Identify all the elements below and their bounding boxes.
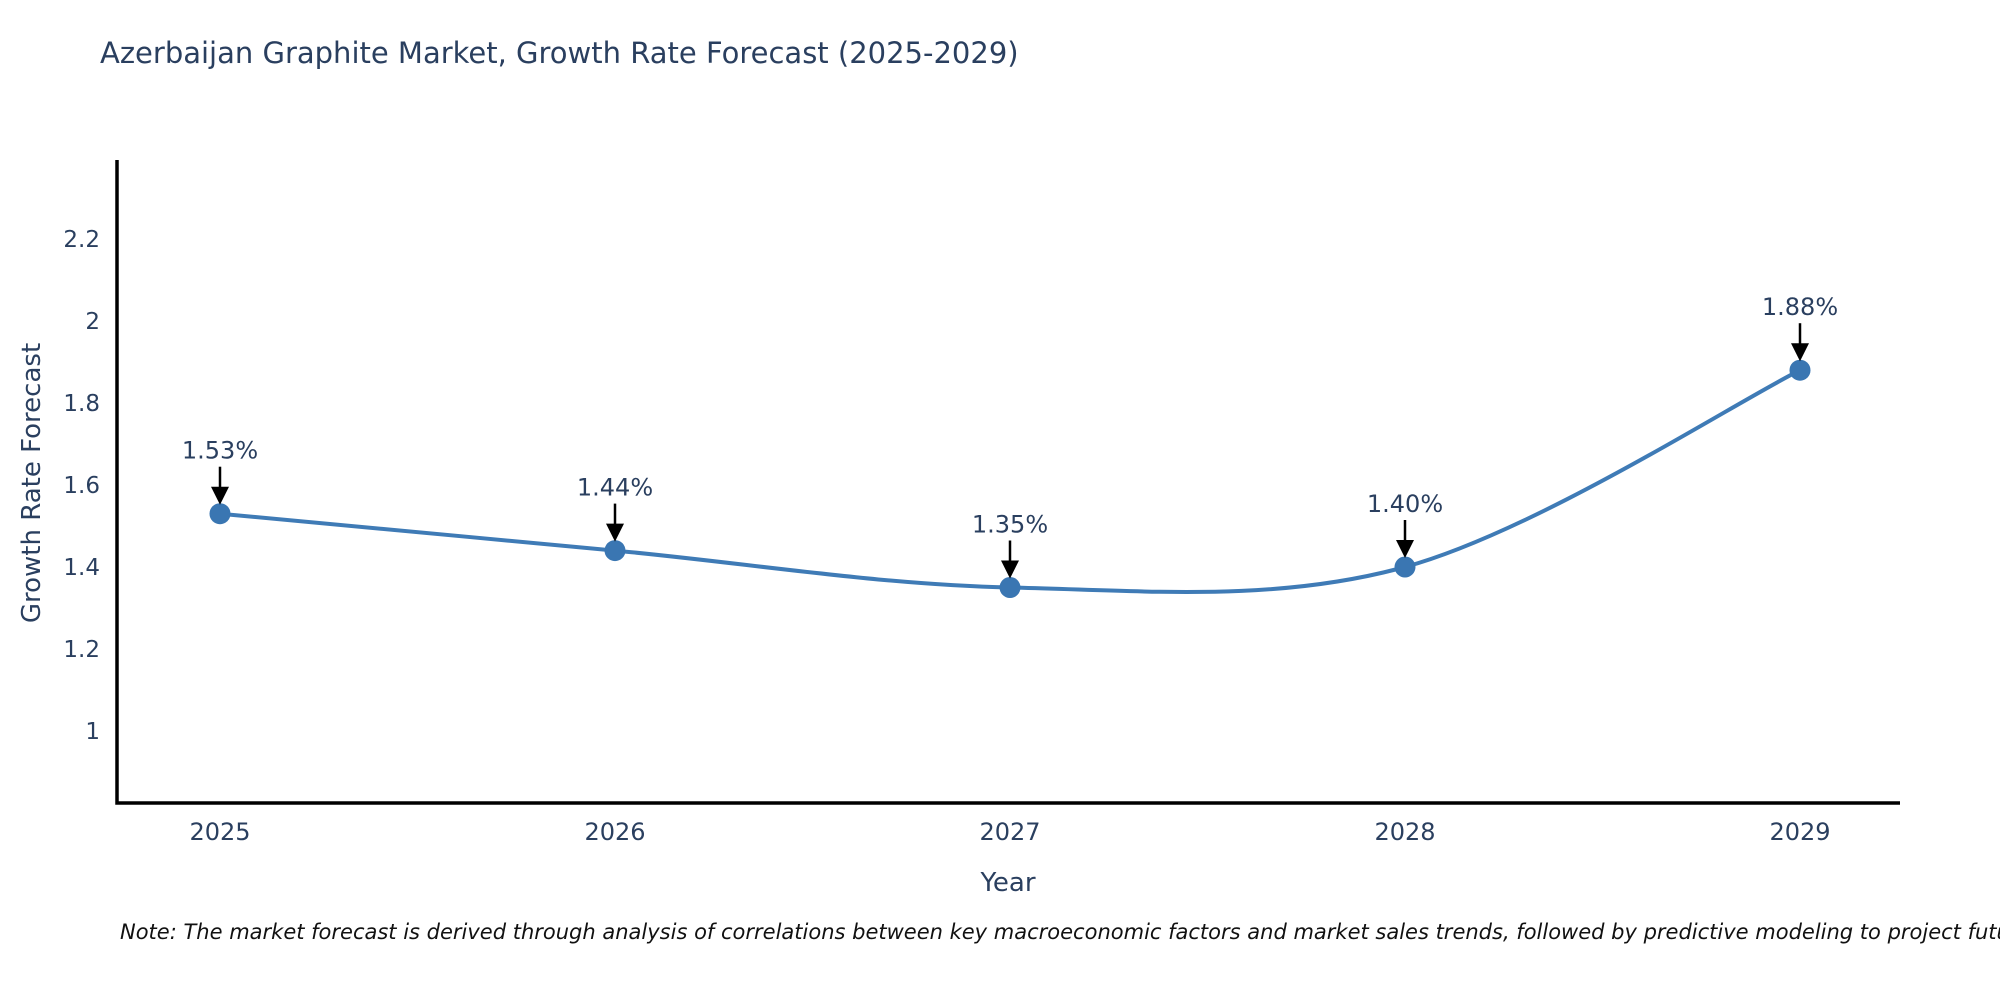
x-tick-label: 2025 [189, 818, 250, 846]
data-point-label: 1.88% [1762, 293, 1838, 321]
footnote: Note: The market forecast is derived thr… [120, 920, 2000, 944]
annotation-arrowhead [211, 486, 229, 505]
x-tick-label: 2029 [1769, 818, 1830, 846]
y-tick-label: 1.6 [63, 473, 100, 499]
data-point-marker [999, 577, 1021, 598]
annotation-arrowhead [606, 523, 624, 542]
data-point-marker [209, 503, 231, 525]
y-tick-label: 1.4 [63, 555, 100, 581]
x-tick-label: 2028 [1374, 818, 1435, 846]
data-point-label: 1.53% [182, 437, 258, 465]
data-point-label: 1.35% [972, 511, 1048, 539]
data-point-marker [1394, 556, 1416, 578]
y-tick-label: 1 [85, 719, 100, 745]
axis-lines [115, 160, 1900, 805]
y-tick-label: 2.2 [63, 227, 100, 253]
data-point-marker [604, 540, 626, 562]
y-tick-label: 2 [85, 309, 100, 335]
data-point-marker [1789, 359, 1811, 381]
x-axis-title: Year [980, 868, 1036, 898]
x-tick-label: 2027 [979, 818, 1040, 846]
y-tick-label: 1.2 [63, 637, 100, 663]
chart-title: Azerbaijan Graphite Market, Growth Rate … [100, 36, 1019, 70]
data-point-label: 1.40% [1367, 490, 1443, 518]
annotation-arrowhead [1396, 540, 1414, 558]
annotation-arrowhead [1001, 560, 1019, 579]
y-axis-title: Growth Rate Forecast [17, 342, 47, 624]
x-tick-label: 2026 [584, 818, 645, 846]
annotation-arrowhead [1791, 343, 1809, 362]
data-point-label: 1.44% [577, 474, 653, 502]
y-tick-label: 1.8 [63, 391, 100, 417]
